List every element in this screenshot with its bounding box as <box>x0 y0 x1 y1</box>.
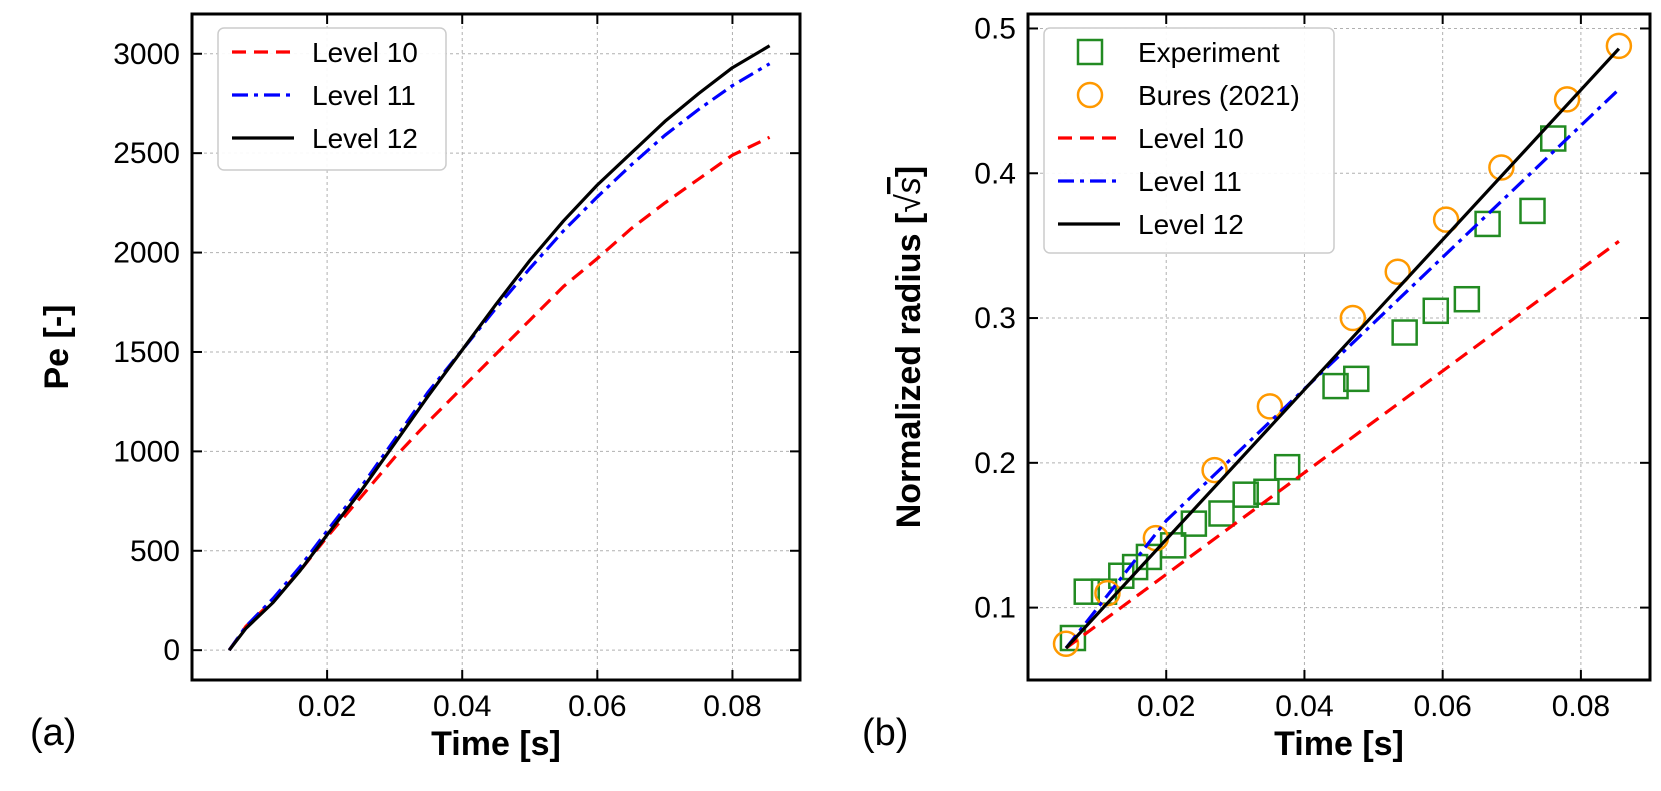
legend-label: Level 10 <box>312 37 418 68</box>
series-line-level-10 <box>1065 240 1620 650</box>
y-tick-label: 2000 <box>113 237 180 270</box>
y-tick-label: 3000 <box>113 38 180 71</box>
legend-circle-marker <box>1076 81 1104 109</box>
experiment-marker <box>1121 553 1149 581</box>
experiment-marker <box>1180 510 1208 537</box>
y-tick-label: 0.2 <box>974 447 1016 480</box>
panel-label: (b) <box>862 712 908 754</box>
panel-b-radius-chart: 0.02 0.04 0.06 0.08 0.1 0.2 0.3 0.4 0.5 Time [s] N… <box>862 12 1652 763</box>
legend: Experiment Bures (2021) Level 10 Level 11 Le… <box>1043 27 1335 254</box>
legend-label: Bures (2021) <box>1138 80 1300 111</box>
experiment-marker <box>1343 365 1370 393</box>
y-tick-label: 0.5 <box>974 12 1016 45</box>
experiment-marker <box>1519 197 1546 225</box>
experiment-marker <box>1273 453 1301 481</box>
y-axis-label-close: ] <box>890 166 928 177</box>
bures-marker <box>1384 258 1411 285</box>
x-tick-label: 0.08 <box>703 690 761 723</box>
legend-square-marker <box>1076 38 1104 66</box>
legend-label: Level 10 <box>1138 123 1244 154</box>
series-line-level-10 <box>227 135 771 652</box>
experiment-marker <box>1208 500 1235 527</box>
y-tick-label: 500 <box>130 535 180 568</box>
legend-box <box>217 27 447 171</box>
bures-marker <box>1488 154 1515 181</box>
bures-marker <box>1339 304 1367 332</box>
legend-label: Experiment <box>1138 37 1280 68</box>
x-tick-label: 0.04 <box>433 690 491 723</box>
bures-marker <box>1052 630 1080 658</box>
plot-frame <box>190 12 802 682</box>
experiment-marker <box>1073 578 1100 605</box>
bures-marker <box>1201 456 1228 484</box>
experiment-marker <box>1232 481 1259 508</box>
experiment-marker <box>1322 372 1349 400</box>
legend: Level 10 Level 11 Level 12 <box>217 27 447 171</box>
panel-a-pe-chart: 0.02 0.04 0.06 0.08 0 500 1000 1500 2000 2500 3000… <box>30 12 802 763</box>
y-axis-unit: s <box>890 177 928 194</box>
y-axis-label: Pe [-] <box>38 305 76 390</box>
panel-label: (a) <box>30 712 76 754</box>
y-tick-label: 2500 <box>113 137 180 170</box>
bures-marker <box>1432 206 1460 233</box>
legend-label: Level 12 <box>312 123 418 154</box>
series-line-level-12 <box>1064 47 1621 650</box>
x-tick-label: 0.06 <box>568 690 626 723</box>
legend-label: Level 12 <box>1138 209 1244 240</box>
series-line-level-12 <box>227 44 771 652</box>
y-tick-label: 1500 <box>113 336 180 369</box>
y-tick-label: 1000 <box>113 435 180 468</box>
legend-label: Level 11 <box>1138 166 1242 197</box>
bures-marker <box>1553 86 1581 113</box>
grid-lines <box>192 14 800 680</box>
y-axis-label: Normalized radius [√s] <box>890 166 928 529</box>
experiment-marker <box>1422 297 1450 325</box>
experiment-marker <box>1253 478 1280 506</box>
bures-marker <box>1256 393 1284 420</box>
x-tick-label: 0.02 <box>1137 690 1195 723</box>
x-tick-label: 0.04 <box>1275 690 1333 723</box>
plot-area <box>227 44 771 652</box>
y-tick-label: 0.4 <box>974 157 1016 190</box>
y-tick-label: 0.3 <box>974 302 1016 335</box>
sqrt-symbol: √ <box>890 194 928 213</box>
tick-marks <box>192 14 800 680</box>
x-tick-label: 0.02 <box>298 690 356 723</box>
legend-label: Level 11 <box>312 80 416 111</box>
x-axis-label: Time [s] <box>431 725 561 763</box>
experiment-marker <box>1059 624 1087 652</box>
bures-marker <box>1605 32 1633 60</box>
x-axis-label: Time [s] <box>1274 725 1404 763</box>
y-axis-label-text: Normalized radius [ <box>890 213 928 529</box>
x-tick-label: 0.06 <box>1413 690 1471 723</box>
series-line-level-11 <box>1064 88 1621 650</box>
plot-area <box>1052 32 1633 658</box>
legend-box <box>1043 27 1335 254</box>
experiment-marker <box>1453 285 1481 313</box>
tick-marks <box>1028 14 1650 680</box>
y-tick-label: 0 <box>163 634 180 667</box>
x-tick-label: 0.08 <box>1552 690 1610 723</box>
series-1-markers <box>1052 32 1633 658</box>
y-tick-label: 0.1 <box>974 592 1016 625</box>
experiment-marker <box>1474 210 1501 238</box>
experiment-marker <box>1391 319 1418 346</box>
plot-frame <box>1026 12 1652 682</box>
